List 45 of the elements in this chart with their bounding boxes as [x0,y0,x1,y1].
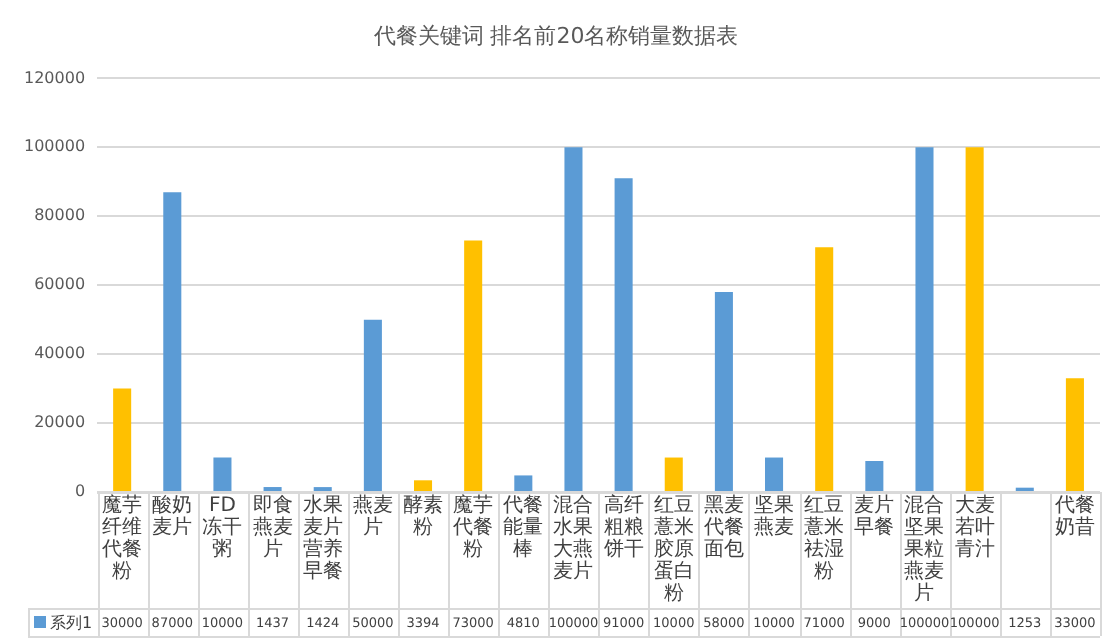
x-tick-label: 魔芋纤维代餐粉 [100,493,143,584]
bar [614,178,633,491]
y-tick-label: 0 [74,482,86,501]
x-tick-label: FD冻干粥 [202,495,243,562]
bar [363,319,382,491]
x-tick-label: 酵素粉 [403,493,444,540]
bar [464,240,483,491]
bar [664,457,683,491]
y-tick-label: 20000 [34,413,86,432]
x-tick-label: 坚果燕麦 [754,493,795,540]
x-tick-label: 即食燕麦片 [252,493,293,562]
bar [564,147,583,491]
bar [815,247,834,491]
x-tick-label: 混合坚果果粒燕麦片 [904,493,945,606]
x-tick-label: 燕麦片 [352,493,393,540]
y-tick-label: 100000 [23,137,86,156]
bar [915,147,934,491]
x-tick-label: 黑麦代餐面包 [701,493,744,562]
x-tick-label: 代餐能量棒 [501,493,544,562]
x-tick-label: 大麦若叶青汁 [954,493,995,562]
bar [163,192,182,491]
bar [865,460,884,491]
x-tick-label: 高纤粗粮饼干 [601,493,644,562]
x-tick-label: 代餐奶昔 [1052,493,1095,540]
y-tick-label: 120000 [23,68,86,87]
x-tick-label: 红豆薏米胶原蛋白粉 [653,493,694,606]
x-tick-label: 麦片早餐 [854,493,895,540]
chart-title: 代餐关键词 排名前20名称销量数据表 [371,22,739,49]
x-tick-label: 混合水果大燕麦片 [553,493,594,584]
bar [514,475,533,491]
legend-label: 系列1 [50,614,93,633]
bar [213,457,232,491]
bar [414,480,433,491]
x-tick-label: 水果麦片营养早餐 [302,493,343,584]
y-tick-label: 80000 [34,206,86,225]
x-tick-label: 红豆薏米祛湿粉 [804,493,845,584]
y-tick-label: 60000 [34,275,86,294]
bar [765,457,784,491]
x-tick-label: 酸奶麦片 [152,493,193,540]
bar [1065,378,1084,491]
bar [714,292,733,491]
x-tick-label: 魔芋代餐粉 [451,493,494,562]
y-tick-label: 40000 [34,344,86,363]
bar [965,147,984,491]
bar [113,388,132,491]
